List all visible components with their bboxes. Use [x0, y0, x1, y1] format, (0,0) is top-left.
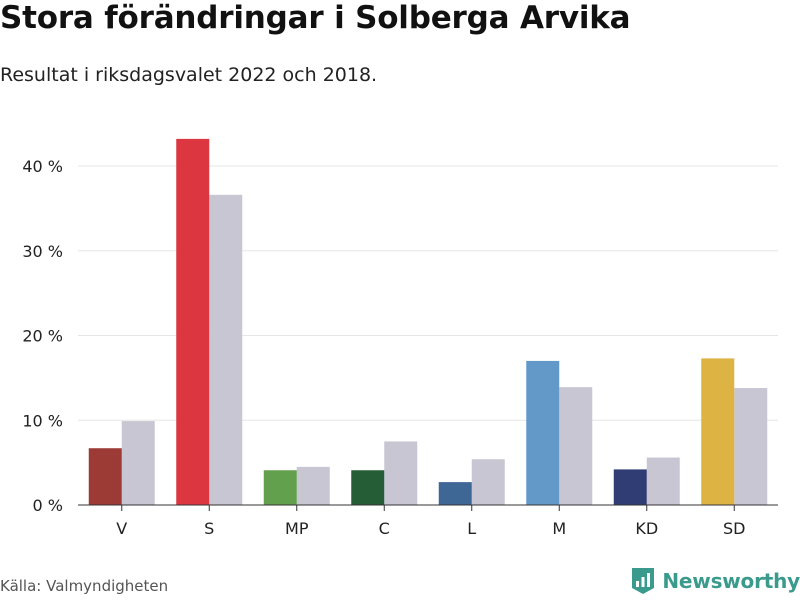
chart-title: Stora förändringar i Solberga Arvika [0, 0, 631, 36]
y-tick-label: 40 % [22, 157, 63, 176]
x-tick-label: C [379, 519, 390, 538]
x-tick-label: SD [723, 519, 745, 538]
bar-current-c [351, 470, 385, 505]
y-tick-label: 30 % [22, 242, 63, 261]
x-tick-label: L [467, 519, 476, 538]
brand-logo: Newsworthy [630, 566, 800, 596]
bar-chart: 0 % 10 % 20 % 30 % 40 % V S MP C L M KD SD [22, 138, 778, 538]
chart-subtitle: Resultat i riksdagsvalet 2022 och 2018. [0, 64, 378, 86]
bar-previous-sd [734, 388, 768, 505]
x-axis-ticks: V S MP C L M KD SD [78, 504, 778, 538]
bar-current-kd [613, 469, 647, 505]
bar-previous-kd [646, 457, 680, 505]
bar-previous-l [471, 459, 505, 505]
x-tick-label: V [116, 519, 127, 538]
y-tick-label: 0 % [33, 496, 63, 515]
x-tick-label: MP [285, 519, 309, 538]
newsworthy-logo-icon [632, 568, 655, 594]
bar-previous-c [384, 441, 418, 505]
y-tick-label: 20 % [22, 327, 63, 346]
bar-previous-mp [296, 466, 330, 505]
bar-current-sd [701, 358, 735, 505]
x-tick-label: KD [635, 519, 658, 538]
bar-current-l [438, 482, 472, 505]
source-note: Källa: Valmyndigheten [0, 577, 169, 595]
x-tick-label: M [552, 519, 566, 538]
bar-previous-s [209, 194, 243, 505]
bar-current-v [88, 448, 122, 505]
bar-current-mp [263, 470, 297, 505]
y-axis-ticks: 0 % 10 % 20 % 30 % 40 % [22, 157, 63, 515]
y-tick-label: 10 % [22, 411, 63, 430]
x-tick-label: S [204, 519, 214, 538]
bar-current-m [526, 360, 560, 505]
bar-current-s [176, 138, 210, 505]
bar-previous-v [121, 421, 155, 505]
bar-previous-m [559, 387, 593, 505]
brand-name: Newsworthy [662, 569, 800, 593]
bars [88, 138, 768, 505]
